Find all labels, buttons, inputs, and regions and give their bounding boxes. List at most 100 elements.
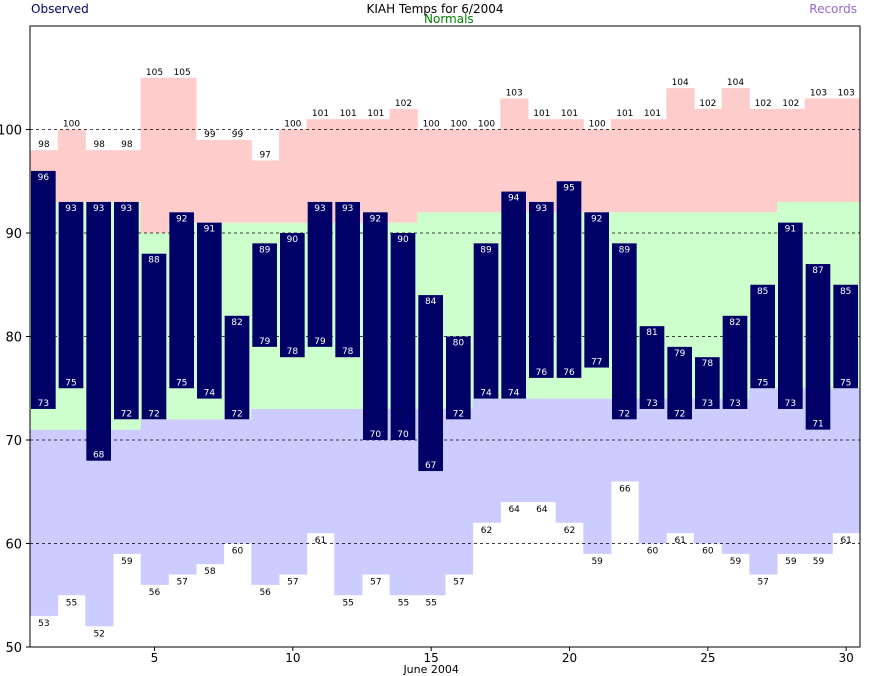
record-high-band [611,119,640,213]
record-high-label: 99 [204,130,216,140]
x-tick-label: 25 [700,651,715,665]
record-low-band [223,419,252,544]
record-high-label: 101 [312,109,329,119]
observed-low-label: 72 [121,409,132,419]
record-low-label: 61 [840,536,851,546]
record-low-label: 61 [674,536,685,546]
record-low-band [306,408,335,534]
record-low-label: 62 [564,526,575,536]
observed-high-label: 92 [591,214,602,224]
observed-high-label: 85 [840,287,851,297]
observed-high-label: 96 [38,173,50,183]
x-axis-label: June 2004 [402,663,458,676]
record-high-label: 97 [259,151,270,161]
observed-high-label: 80 [453,339,465,349]
legend-observed: Observed [31,2,89,16]
observed-high-label: 84 [425,297,437,307]
observed-low-label: 71 [812,420,823,430]
y-tick-label: 80 [5,331,22,346]
observed-high-label: 89 [619,245,631,255]
record-high-band [223,139,252,223]
observed-low-label: 74 [508,389,520,399]
record-high-band [168,77,197,223]
observed-low-label: 77 [591,358,602,368]
observed-high-label: 91 [204,225,215,235]
record-low-band [666,398,695,534]
observed-bar [584,212,609,368]
record-high-label: 102 [782,99,799,109]
record-high-label: 100 [450,120,467,130]
record-low-band [279,408,308,575]
observed-low-label: 78 [342,347,354,357]
observed-high-label: 81 [646,328,657,338]
record-low-band [85,429,114,627]
record-high-band [694,108,723,213]
record-high-label: 98 [93,140,105,150]
x-tick-label: 30 [839,651,854,665]
record-low-label: 60 [647,547,659,557]
observed-bar [335,201,360,358]
record-low-band [555,398,584,523]
observed-low-label: 75 [757,378,768,388]
record-low-band [334,408,363,596]
record-high-band [832,98,861,202]
observed-high-label: 93 [314,204,325,214]
record-low-band [721,398,750,554]
observed-low-label: 72 [453,409,464,419]
observed-low-label: 73 [646,399,657,409]
record-high-label: 99 [232,130,244,140]
observed-bar [86,201,111,461]
x-tick-label: 5 [151,651,159,665]
observed-high-label: 88 [148,256,160,266]
observed-low-label: 72 [148,409,159,419]
y-tick-label: 70 [5,434,22,449]
record-high-band [638,119,667,213]
record-low-band [472,398,501,523]
record-high-band [528,119,557,213]
record-low-label: 60 [702,547,714,557]
record-high-band [721,88,750,213]
record-low-label: 57 [176,578,187,588]
record-high-label: 101 [644,109,661,119]
record-low-label: 56 [259,588,271,598]
record-low-label: 57 [757,578,768,588]
observed-low-label: 67 [425,461,436,471]
observed-bar [363,212,388,440]
observed-high-label: 89 [480,245,492,255]
record-high-label: 105 [174,68,191,78]
record-high-band [140,77,169,233]
observed-low-label: 74 [480,389,492,399]
record-high-label: 101 [561,109,578,119]
observed-low-label: 73 [38,399,49,409]
record-high-label: 103 [838,88,855,98]
observed-bar [529,201,554,378]
record-high-label: 100 [589,120,606,130]
record-high-label: 102 [755,99,772,109]
record-low-label: 59 [730,557,742,567]
record-high-band [362,119,391,223]
record-low-label: 59 [591,557,603,567]
record-high-label: 104 [727,78,744,88]
record-low-label: 57 [453,578,464,588]
record-low-band [528,398,557,503]
record-high-band [196,139,225,223]
record-high-label: 103 [506,88,523,98]
record-low-band [113,429,142,554]
observed-bar [307,201,333,347]
observed-bar [778,222,803,409]
record-high-label: 101 [340,109,357,119]
legend-normals: Normals [424,12,474,26]
observed-low-label: 76 [536,368,548,378]
observed-bar [390,233,416,440]
record-high-label: 101 [533,109,550,119]
record-low-band [140,419,169,585]
record-high-label: 102 [395,99,412,109]
record-low-label: 64 [536,505,548,515]
observed-low-label: 70 [370,430,382,440]
observed-low-label: 72 [674,409,685,419]
record-high-band [445,129,474,213]
observed-bar [169,212,194,389]
observed-high-label: 87 [812,266,823,276]
record-low-label: 64 [508,505,520,515]
record-high-band [85,150,114,202]
